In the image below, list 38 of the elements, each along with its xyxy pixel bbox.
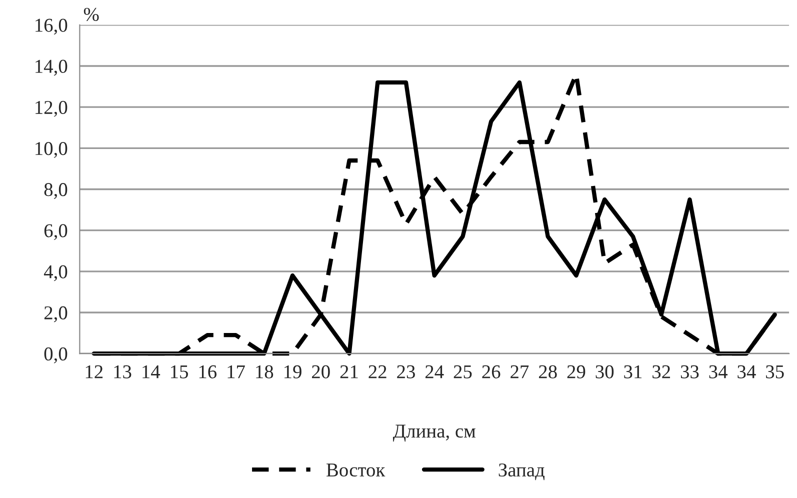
x-tick-label: 24 xyxy=(425,365,444,378)
x-tick-label: 34 xyxy=(709,365,728,378)
x-tick-label: 14 xyxy=(142,365,160,378)
y-tick-label: 6,0 xyxy=(44,224,68,240)
y-tick-label: 8,0 xyxy=(44,183,68,199)
x-tick-label: 21 xyxy=(340,365,358,378)
x-tick-label: 15 xyxy=(170,365,188,378)
y-tick-label: 16,0 xyxy=(36,18,68,35)
x-tick-label: 26 xyxy=(482,365,500,378)
legend-label: Восток xyxy=(326,464,386,477)
y-tick-label: 12,0 xyxy=(36,100,68,117)
x-tick-label: 32 xyxy=(652,365,670,378)
x-tick-label: 29 xyxy=(567,365,586,378)
x-tick-label: 20 xyxy=(312,365,330,378)
y-tick-label: 2,0 xyxy=(44,306,68,322)
x-tick-label: 28 xyxy=(538,365,557,378)
y-tick-label: 0,0 xyxy=(44,347,68,364)
x-tick-label: 31 xyxy=(624,365,642,378)
y-tick-label: 4,0 xyxy=(44,265,68,282)
x-tick-label: 35 xyxy=(766,365,784,378)
y-tick-label: 10,0 xyxy=(36,142,68,158)
x-tick-label: 34 xyxy=(738,365,756,378)
x-tick-label: 13 xyxy=(114,365,132,378)
legend-label: Запад xyxy=(498,463,545,480)
x-tick-label: 33 xyxy=(680,365,699,378)
x-tick-label: 30 xyxy=(596,365,614,378)
x-tick-label: 22 xyxy=(368,365,386,378)
x-tick-label: 25 xyxy=(454,365,472,378)
x-tick-label: 18 xyxy=(256,365,274,378)
x-tick-label: 12 xyxy=(86,365,103,378)
x-tick-label: 17 xyxy=(228,365,245,378)
x-tick-label: 27 xyxy=(510,365,529,378)
y-tick-label: 14,0 xyxy=(36,60,68,76)
x-tick-label: 23 xyxy=(397,365,415,378)
x-axis-title: Длина, см xyxy=(392,424,476,442)
y-axis-title: % xyxy=(84,8,99,22)
x-tick-label: 19 xyxy=(284,365,302,378)
x-tick-label: 16 xyxy=(199,365,217,378)
